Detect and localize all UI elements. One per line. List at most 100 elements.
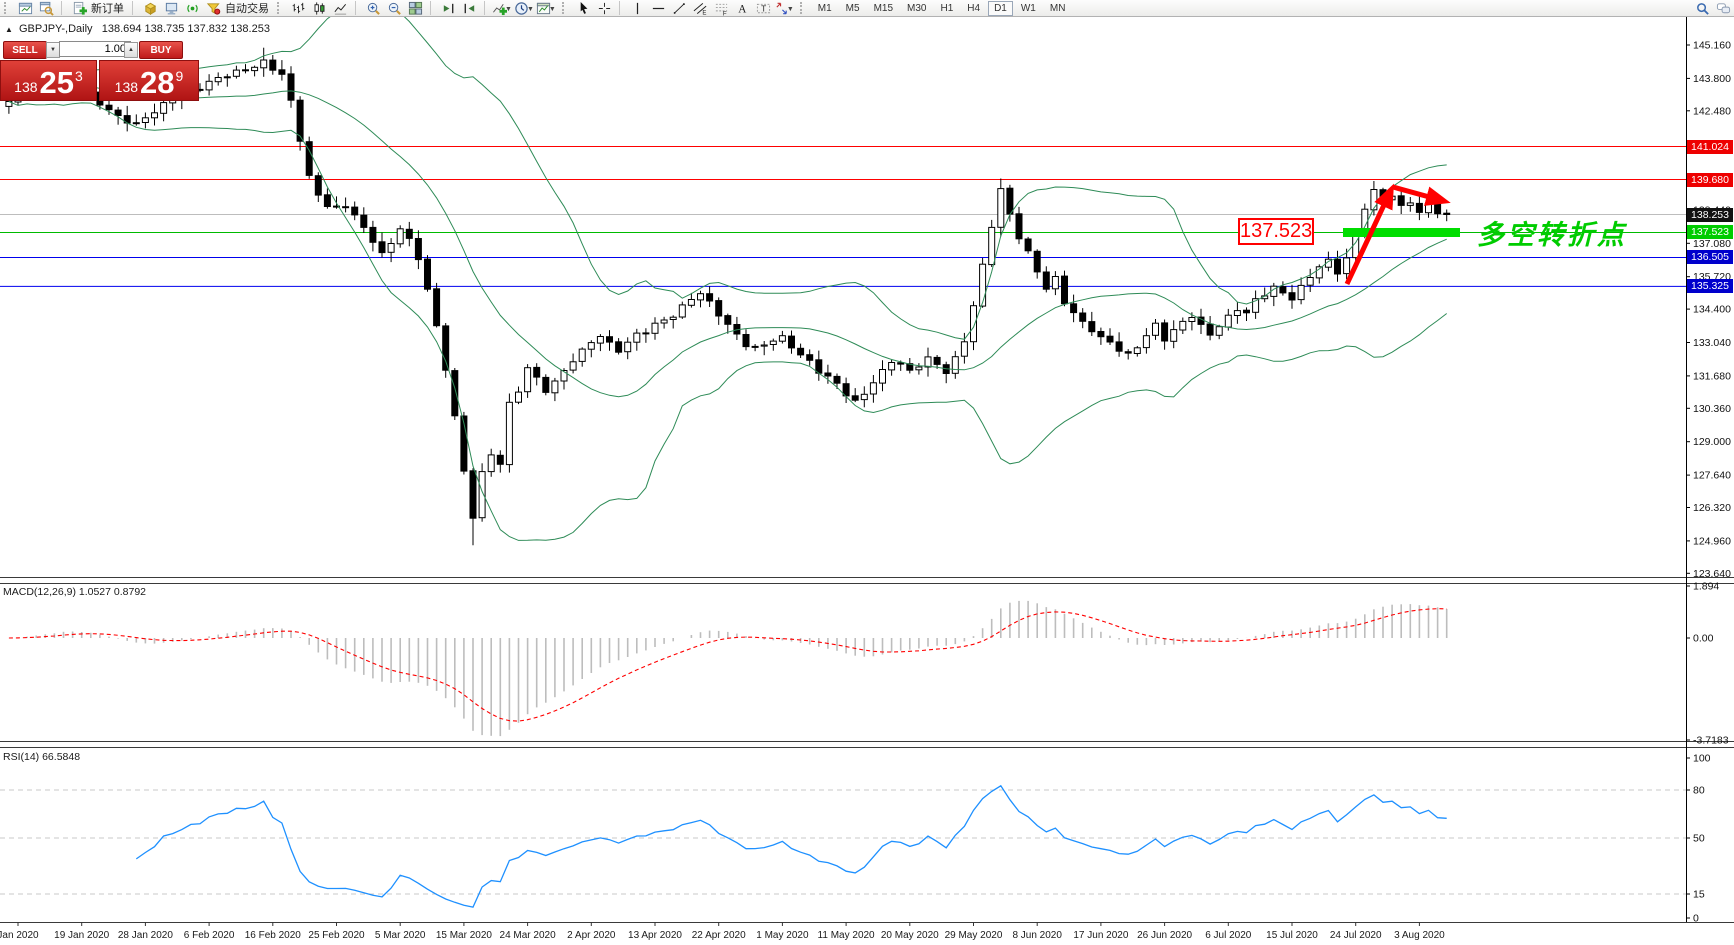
terminal-icon (165, 2, 178, 15)
terminal-button[interactable] (161, 0, 182, 16)
timeframe-button-m5[interactable]: M5 (845, 2, 860, 14)
timeframe-button-mn[interactable]: MN (1049, 2, 1066, 14)
shift-chart-button[interactable] (438, 0, 459, 16)
volume-down-button[interactable]: ▼ (46, 42, 60, 58)
dropdown-caret-icon[interactable]: ▼ (548, 5, 556, 13)
vertical-line-button[interactable] (627, 0, 648, 16)
shift-chart-icon (443, 3, 454, 13)
zoom-out-button[interactable] (384, 0, 405, 16)
date-label: 5 Mar 2020 (375, 930, 426, 941)
tile-windows-icon (408, 1, 423, 15)
timeframe-button-m1[interactable]: M1 (817, 2, 832, 14)
line-chart-button[interactable] (330, 0, 351, 16)
price-badge-138.253: 138.253 (1687, 208, 1733, 222)
horizontal-line-button[interactable] (648, 0, 669, 16)
dropdown-caret-icon[interactable]: ▼ (505, 5, 512, 13)
toolbar-drag-handle (799, 2, 809, 14)
date-label: 24 Mar 2020 (500, 930, 557, 941)
volume-up-button[interactable]: ▲ (124, 42, 138, 58)
signal-icon (187, 4, 198, 12)
dropdown-caret-icon[interactable]: ▼ (526, 5, 534, 13)
auto-trading-button[interactable] (203, 0, 224, 16)
search-button[interactable] (1692, 0, 1713, 16)
macd-scale-label: -3.7183 (1693, 735, 1729, 747)
rsi-scale-label: 100 (1693, 753, 1711, 765)
collapse-triangle-icon[interactable]: ▲ (5, 25, 13, 34)
expert-advisors-icon (144, 2, 157, 15)
date-label: 11 May 2020 (818, 930, 876, 941)
text-label-button[interactable]: T (753, 0, 774, 16)
trendline-button[interactable] (669, 0, 690, 16)
timeframe-button-m30[interactable]: M30 (907, 2, 927, 14)
new-order-button[interactable] (69, 0, 90, 16)
chat-button[interactable] (1713, 0, 1734, 16)
buy-button[interactable]: BUY (139, 41, 183, 59)
timeframe-button-h4[interactable]: H4 (967, 2, 981, 14)
date-label: 16 Feb 2020 (245, 930, 302, 941)
periods-button[interactable]: ▼ (514, 0, 536, 16)
price-badge-141.024: 141.024 (1687, 140, 1733, 154)
price-tick-label: 142.480 (1693, 105, 1731, 117)
templates-icon (536, 2, 550, 14)
auto-scroll-button[interactable] (459, 0, 480, 16)
sell-button[interactable]: SELL (3, 41, 47, 59)
price-tick-label: 143.800 (1693, 73, 1731, 85)
cursor-button[interactable] (573, 0, 594, 16)
signal-button[interactable] (182, 0, 203, 16)
sell-price-box[interactable]: 138 25 3 (0, 60, 97, 101)
timeframe-button-m15[interactable]: M15 (873, 2, 894, 14)
up-arrow (1344, 183, 1394, 286)
price-tick-label: 134.400 (1693, 304, 1731, 316)
channel-button[interactable]: E (690, 0, 711, 16)
templates-button[interactable]: ▼ (536, 0, 558, 16)
volume-input[interactable] (59, 41, 131, 57)
timeframe-button-d1[interactable]: D1 (988, 0, 1013, 16)
candlestick-chart-button[interactable] (309, 0, 330, 16)
new-order-label[interactable]: 新订单 (91, 3, 124, 15)
date-label: 1 May 2020 (756, 930, 809, 941)
price-badge-139.680: 139.680 (1687, 173, 1733, 187)
buy-price-box[interactable]: 138 28 9 (99, 60, 199, 101)
dropdown-caret-icon[interactable]: ▼ (786, 5, 794, 13)
chart-window-button[interactable] (15, 0, 36, 16)
timeframe-button-h1[interactable]: H1 (940, 2, 954, 14)
svg-text:E: E (702, 9, 706, 15)
sell-price-pips: 25 (39, 65, 75, 100)
fibonacci-button[interactable]: F (711, 0, 732, 16)
price-tick-label: 126.320 (1693, 502, 1731, 514)
pivot-note-text: 多空转折点 (1477, 220, 1627, 250)
channel-icon: E (693, 2, 706, 16)
market-watch-button[interactable] (36, 0, 57, 16)
timeframe-button-w1[interactable]: W1 (1020, 2, 1036, 14)
zoom-in-icon (367, 2, 380, 15)
arrows-button[interactable]: ▼ (774, 0, 796, 16)
price-badge-137.523: 137.523 (1687, 225, 1733, 239)
search-icon (1697, 2, 1709, 15)
svg-text:A: A (738, 3, 747, 15)
line-chart-icon (334, 3, 347, 15)
macd-label: MACD(12,26,9) 1.0527 0.8792 (3, 586, 147, 598)
tile-windows-button[interactable] (405, 0, 426, 16)
one-click-trade-panel: SELL ▼ ▲ BUY 138 25 3 138 28 9 (0, 41, 199, 101)
expert-advisors-button[interactable] (140, 0, 161, 16)
bollinger-bands (8, 16, 1448, 541)
new-order-icon (73, 1, 87, 15)
toolbar-drag-handle (277, 2, 286, 14)
price-badge-136.505: 136.505 (1687, 250, 1733, 264)
text-icon: A (738, 3, 747, 15)
zoom-in-button[interactable] (363, 0, 384, 16)
bar-chart-button[interactable] (288, 0, 309, 16)
text-button[interactable]: A (732, 0, 753, 16)
date-label: 15 Jul 2020 (1266, 930, 1318, 941)
date-label: Jan 2020 (0, 930, 39, 941)
date-label: 6 Jul 2020 (1205, 930, 1252, 941)
buy-price-pips: 28 (140, 65, 175, 100)
indicators-button[interactable]: ▼ (492, 0, 514, 16)
crosshair-button[interactable] (594, 0, 615, 16)
auto-trading-label[interactable]: 自动交易 (225, 3, 269, 15)
price-tick-label: 133.040 (1693, 337, 1731, 349)
auto-trading-icon (206, 2, 221, 15)
date-label: 13 Apr 2020 (628, 930, 682, 941)
